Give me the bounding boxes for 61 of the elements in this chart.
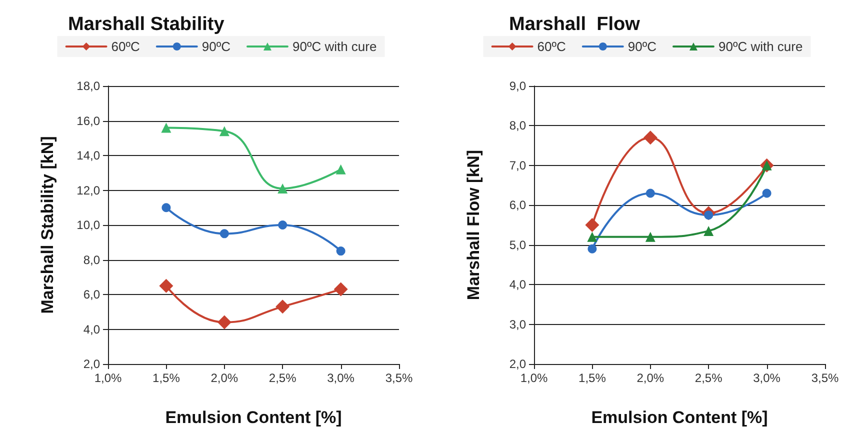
x-tick-label: 3,0% bbox=[327, 371, 355, 385]
point bbox=[588, 244, 597, 254]
legend-label: 90ºC with cure bbox=[292, 39, 377, 54]
x-tick-label: 2,0% bbox=[636, 371, 664, 385]
legend-label: 90ºC bbox=[202, 39, 230, 54]
point bbox=[334, 282, 348, 296]
point bbox=[276, 300, 290, 314]
y-tick-label: 4,0 bbox=[83, 322, 100, 336]
point bbox=[585, 218, 600, 232]
y-tick-label: 8,0 bbox=[83, 252, 100, 267]
x-tick-label: 1,0% bbox=[94, 371, 122, 385]
y-tick-label: 8,0 bbox=[509, 118, 526, 133]
y-axis-title: Marshall Flow [kN] bbox=[464, 150, 483, 300]
x-tick-label: 2,5% bbox=[268, 371, 297, 385]
x-axis-title: Emulsion Content [%] bbox=[165, 408, 342, 427]
y-tick-label: 6,0 bbox=[509, 198, 526, 212]
x-tick-label: 3,0% bbox=[753, 371, 781, 385]
y-tick-label: 3,0 bbox=[509, 317, 526, 332]
y-tick-label: 2,0 bbox=[83, 357, 100, 371]
x-tick-label: 3,5% bbox=[811, 371, 839, 385]
y-tick-label: 6,0 bbox=[83, 288, 100, 302]
x-axis-title: Emulsion Content [%] bbox=[591, 408, 768, 427]
point bbox=[278, 184, 288, 194]
x-tick-label: 1,0% bbox=[520, 371, 548, 385]
legend-label: 60ºC bbox=[111, 39, 140, 54]
x-tick-label: 3,5% bbox=[385, 371, 413, 385]
y-tick-label: 7,0 bbox=[509, 158, 526, 172]
y-axis-title: Marshall Stability [kN] bbox=[38, 136, 57, 314]
point bbox=[646, 188, 655, 198]
point bbox=[336, 164, 346, 174]
point bbox=[645, 232, 656, 242]
point bbox=[704, 226, 714, 236]
y-tick-label: 5,0 bbox=[509, 238, 526, 252]
y-tick-label: 9,0 bbox=[509, 79, 526, 93]
point bbox=[219, 126, 230, 136]
y-tick-label: 18,0 bbox=[76, 79, 100, 93]
point bbox=[220, 229, 229, 238]
point bbox=[159, 278, 174, 293]
x-tick-label: 2,5% bbox=[694, 371, 723, 385]
x-tick-label: 1,5% bbox=[152, 371, 180, 385]
legend-label: 60ºC bbox=[537, 39, 566, 54]
x-tick-label: 2,0% bbox=[210, 371, 238, 385]
point bbox=[643, 130, 658, 145]
y-tick-label: 4,0 bbox=[509, 278, 526, 292]
point bbox=[161, 122, 172, 133]
point bbox=[162, 203, 171, 212]
chart-title: Marshall Stability bbox=[68, 14, 225, 35]
point bbox=[278, 220, 288, 230]
legend-label: 90ºC with cure bbox=[718, 39, 803, 54]
y-tick-label: 16,0 bbox=[76, 114, 100, 128]
y-tick-label: 10,0 bbox=[76, 218, 100, 232]
point bbox=[762, 188, 772, 198]
y-tick-label: 12,0 bbox=[76, 183, 100, 198]
y-tick-label: 2,0 bbox=[509, 357, 526, 371]
point bbox=[217, 315, 232, 330]
point bbox=[587, 232, 598, 242]
legend-label: 90ºC bbox=[628, 39, 656, 54]
point bbox=[336, 246, 346, 256]
y-tick-label: 14,0 bbox=[76, 148, 100, 162]
chart-title: Marshall Flow bbox=[509, 14, 640, 35]
x-tick-label: 1,5% bbox=[578, 371, 606, 385]
